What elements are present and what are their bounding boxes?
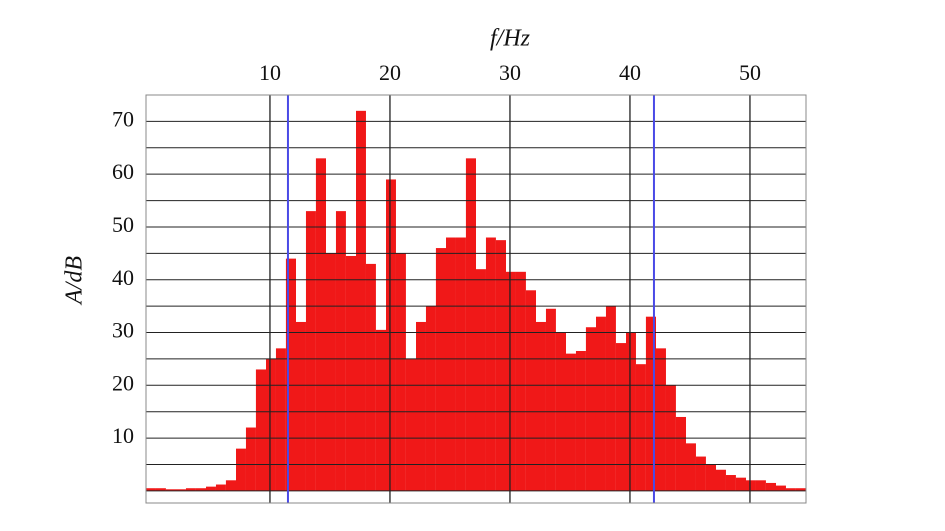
y-axis-label: A/dB xyxy=(62,256,88,306)
bar xyxy=(285,258,296,491)
bar xyxy=(695,456,706,491)
bar xyxy=(656,348,666,491)
bar xyxy=(185,488,196,491)
bar xyxy=(705,464,716,491)
bar xyxy=(446,237,456,491)
x-tick-label: 40 xyxy=(619,60,641,85)
bar xyxy=(575,350,586,491)
bar xyxy=(455,237,466,491)
bar xyxy=(485,237,496,491)
bar xyxy=(765,482,776,491)
bar xyxy=(275,348,286,491)
bar xyxy=(596,316,606,491)
bar xyxy=(345,255,356,491)
bar xyxy=(215,484,226,491)
y-tick-label: 30 xyxy=(112,318,134,343)
x-tick-label: 10 xyxy=(259,60,281,85)
bar xyxy=(686,443,696,491)
bar xyxy=(176,489,186,491)
bar xyxy=(645,316,656,491)
bar xyxy=(326,253,336,491)
bar xyxy=(746,480,756,491)
bar xyxy=(365,263,376,491)
bar xyxy=(305,211,316,491)
bar xyxy=(515,271,526,491)
bar xyxy=(435,248,446,491)
bar xyxy=(545,308,556,491)
bar xyxy=(585,327,596,491)
bar xyxy=(266,358,276,491)
x-axis-label: f/Hz xyxy=(490,26,531,52)
bar xyxy=(615,343,626,491)
bar xyxy=(255,369,266,491)
bar xyxy=(416,321,426,491)
bar xyxy=(206,486,216,491)
bar xyxy=(536,321,546,491)
bar xyxy=(776,485,786,491)
bar xyxy=(476,269,486,491)
plot-frame xyxy=(145,94,807,504)
bar xyxy=(146,488,156,491)
x-tick-label: 30 xyxy=(499,60,521,85)
bar xyxy=(225,480,236,491)
bar xyxy=(735,477,746,491)
bar xyxy=(785,488,796,491)
y-tick-label: 40 xyxy=(112,265,134,290)
bar xyxy=(635,364,646,491)
bar xyxy=(296,321,306,491)
y-tick-label: 50 xyxy=(112,212,134,237)
bar xyxy=(315,158,326,491)
bar xyxy=(386,179,396,491)
y-tick-label: 70 xyxy=(112,106,134,131)
bar xyxy=(725,475,736,491)
bar xyxy=(405,358,416,491)
bar xyxy=(195,488,206,491)
bar xyxy=(236,448,246,491)
x-tick-label: 20 xyxy=(379,60,401,85)
bar xyxy=(425,306,436,491)
bar xyxy=(165,489,176,491)
x-tick-label: 50 xyxy=(739,60,761,85)
bar xyxy=(506,271,516,491)
bar xyxy=(755,480,766,491)
y-tick-label: 10 xyxy=(112,423,134,448)
bar xyxy=(375,329,386,491)
bar xyxy=(465,158,476,491)
bar xyxy=(495,240,506,491)
bar xyxy=(716,469,726,491)
bar xyxy=(335,211,346,491)
bar xyxy=(356,110,366,491)
y-tick-label: 20 xyxy=(112,370,134,395)
bar xyxy=(245,427,256,491)
bar xyxy=(605,306,616,491)
bar xyxy=(155,488,166,491)
y-tick-label: 60 xyxy=(112,159,134,184)
bar xyxy=(525,290,536,491)
bar xyxy=(795,488,806,491)
bar xyxy=(675,416,686,491)
bar xyxy=(566,353,576,491)
bar xyxy=(395,253,406,491)
